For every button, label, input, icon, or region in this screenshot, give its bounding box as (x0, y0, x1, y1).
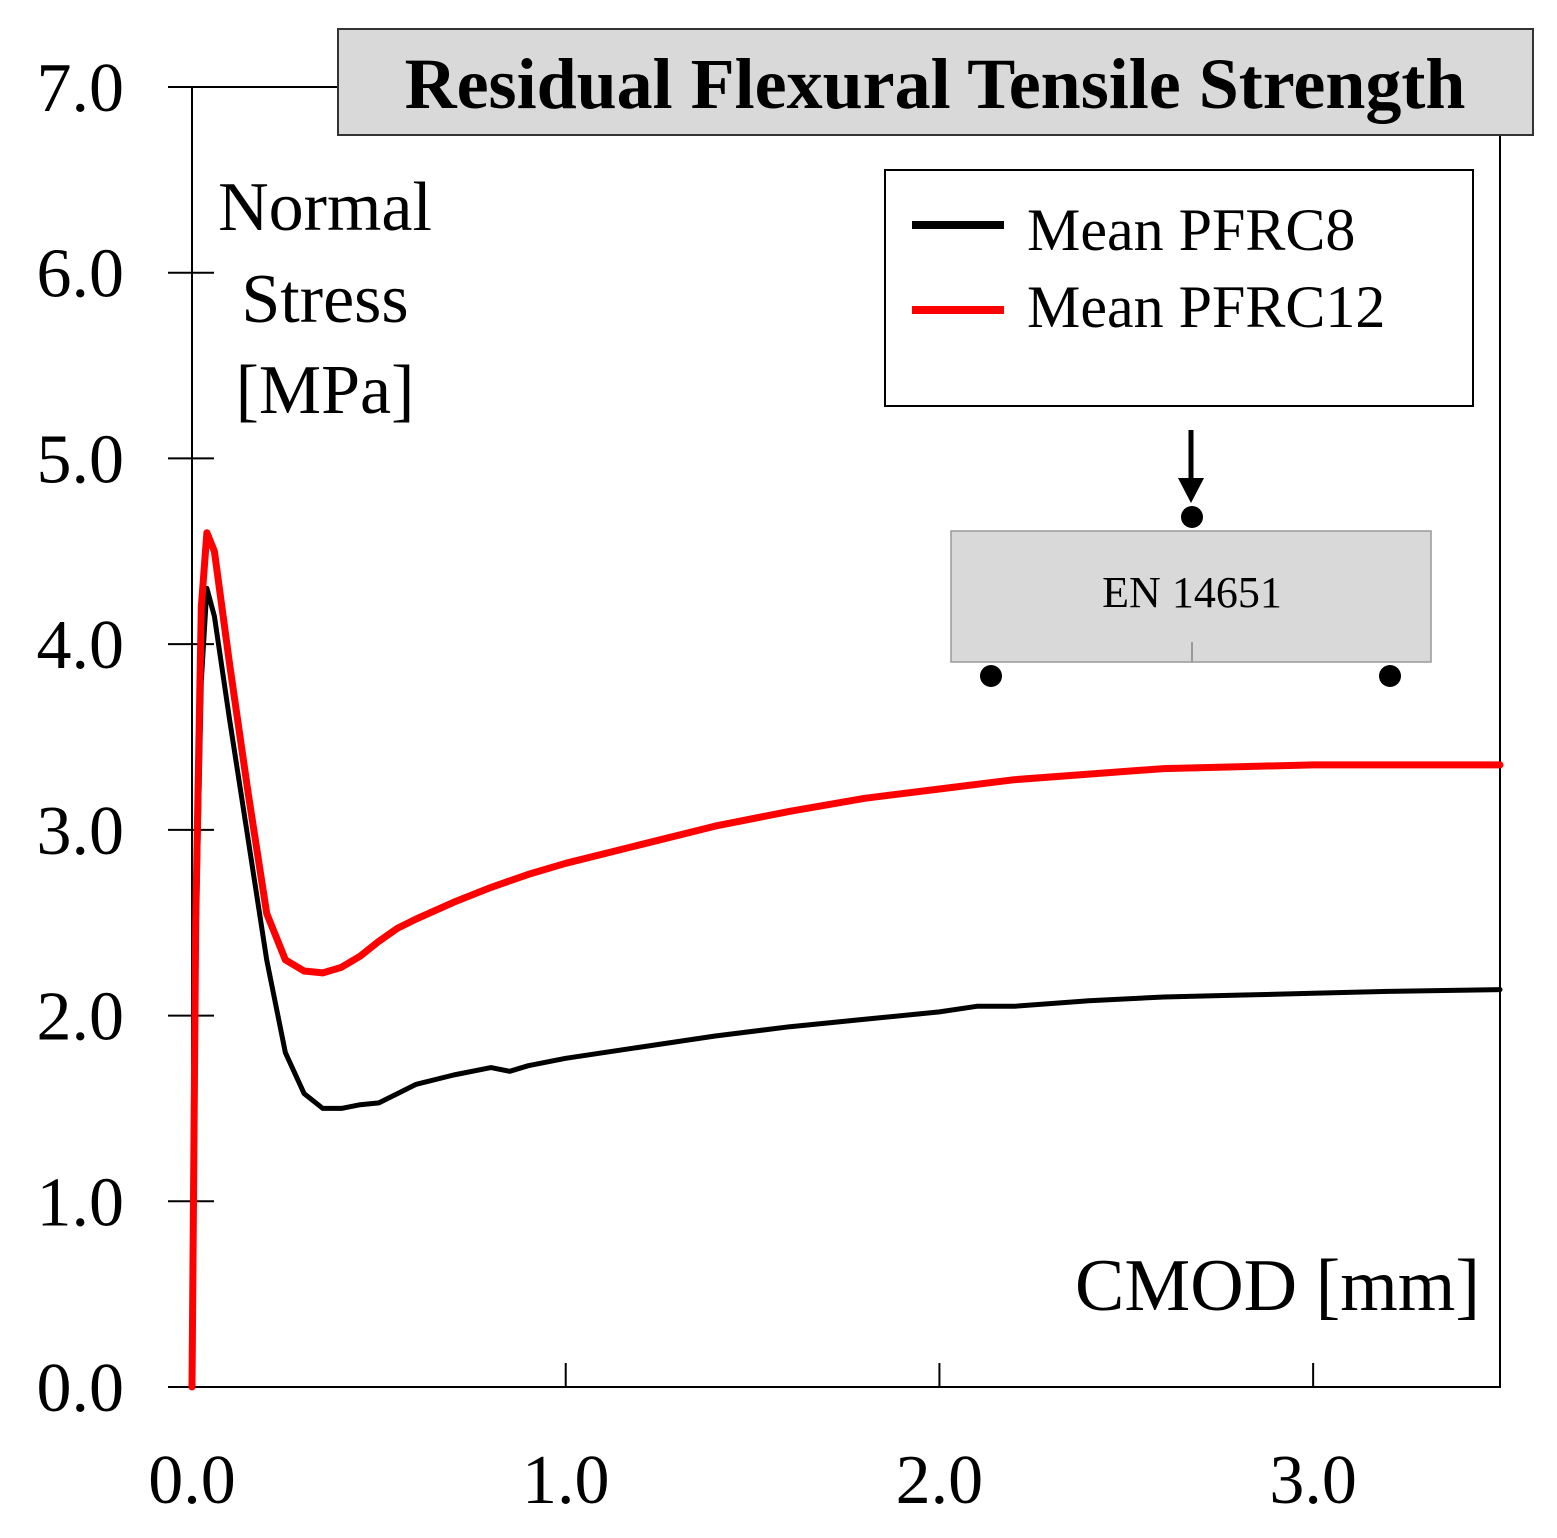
y-tick-label: 2.0 (37, 979, 125, 1056)
title-background (337, 28, 1534, 136)
legend-box (884, 169, 1474, 407)
legend-label-pfrc12: Mean PFRC12 (1027, 274, 1385, 340)
x-tick-label: 3.0 (1269, 1442, 1357, 1519)
chart-title-box: Residual Flexural Tensile Strength (337, 28, 1534, 136)
inset-standard-label: EN 14651 (1102, 568, 1282, 617)
y-tick-label: 3.0 (37, 793, 125, 870)
legend: Mean PFRC8 Mean PFRC12 (884, 169, 1474, 407)
support-roller-left-icon (980, 665, 1002, 687)
load-arrow-head-icon (1178, 478, 1204, 503)
beam-specimen (950, 530, 1432, 663)
series-line-mean-pfrc8 (189, 585, 1503, 1390)
x-tick-label: 2.0 (896, 1442, 984, 1519)
series-line-mean-pfrc12 (188, 529, 1504, 1391)
support-roller-right-icon (1379, 665, 1401, 687)
y-axis-label-line-1: Normal (218, 169, 432, 246)
y-tick-label: 1.0 (37, 1164, 125, 1241)
x-axis-label: CMOD [mm] (1075, 1245, 1480, 1327)
y-tick-label: 6.0 (37, 236, 125, 313)
load-roller-icon (1181, 506, 1203, 528)
y-axis-label-line-2: Stress (241, 261, 408, 338)
legend-label-pfrc8: Mean PFRC8 (1027, 197, 1355, 263)
y-axis: 0.0 1.0 2.0 3.0 4.0 5.0 6.0 7.0 (37, 50, 214, 1427)
y-tick-label: 5.0 (37, 421, 125, 498)
y-axis-label-line-3: [MPa] (236, 352, 415, 429)
x-axis: 0.0 1.0 2.0 3.0 (148, 1363, 1357, 1519)
x-tick-label: 0.0 (148, 1442, 236, 1519)
y-tick-label: 4.0 (37, 607, 125, 684)
y-axis-label: Normal Stress [MPa] (218, 169, 432, 429)
series-layer (188, 529, 1504, 1391)
y-tick-label: 0.0 (37, 1350, 125, 1427)
y-tick-label: 7.0 (37, 50, 125, 127)
x-tick-label: 1.0 (522, 1442, 610, 1519)
chart-title: Residual Flexural Tensile Strength (405, 44, 1466, 124)
test-setup-inset: EN 14651 (950, 430, 1432, 687)
